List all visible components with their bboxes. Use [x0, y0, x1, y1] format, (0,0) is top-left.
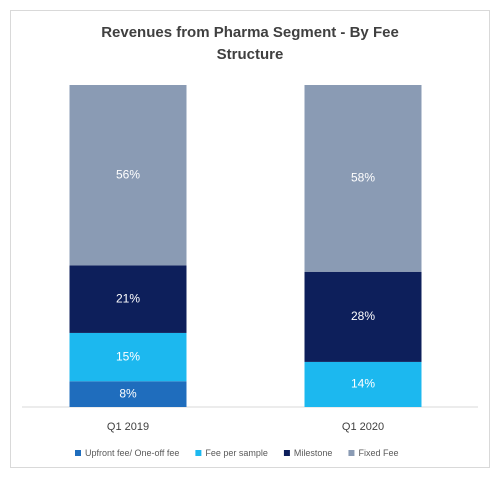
bar-segment: [69, 265, 187, 333]
legend-label: Fixed Fee: [358, 448, 398, 458]
bar-segment: [304, 85, 422, 272]
x-tick-label: Q1 2020: [342, 421, 384, 433]
legend-label: Upfront fee/ One-off fee: [85, 448, 179, 458]
legend-swatch: [195, 450, 202, 456]
x-tick-label: Q1 2019: [107, 421, 149, 433]
data-label: 56%: [116, 167, 140, 181]
data-label: 58%: [351, 171, 375, 185]
legend-label: Fee per sample: [205, 448, 268, 458]
legend-swatch: [283, 450, 290, 456]
legend-swatch: [75, 450, 81, 456]
bar-segment: [69, 381, 187, 407]
legend-swatch: [348, 450, 355, 456]
data-label: 28%: [351, 309, 375, 323]
data-label: 14%: [351, 377, 375, 391]
legend-label: Milestone: [294, 448, 333, 458]
bar-segment: [69, 332, 187, 382]
bar-segment: [304, 271, 422, 362]
bar-segment: [69, 85, 187, 266]
data-label: 8%: [119, 386, 137, 400]
data-label: 21%: [116, 291, 140, 305]
chart-title: Revenues from Pharma Segment - By Fee St…: [101, 24, 399, 63]
data-label: 15%: [116, 349, 140, 363]
bar-segment: [304, 361, 422, 407]
